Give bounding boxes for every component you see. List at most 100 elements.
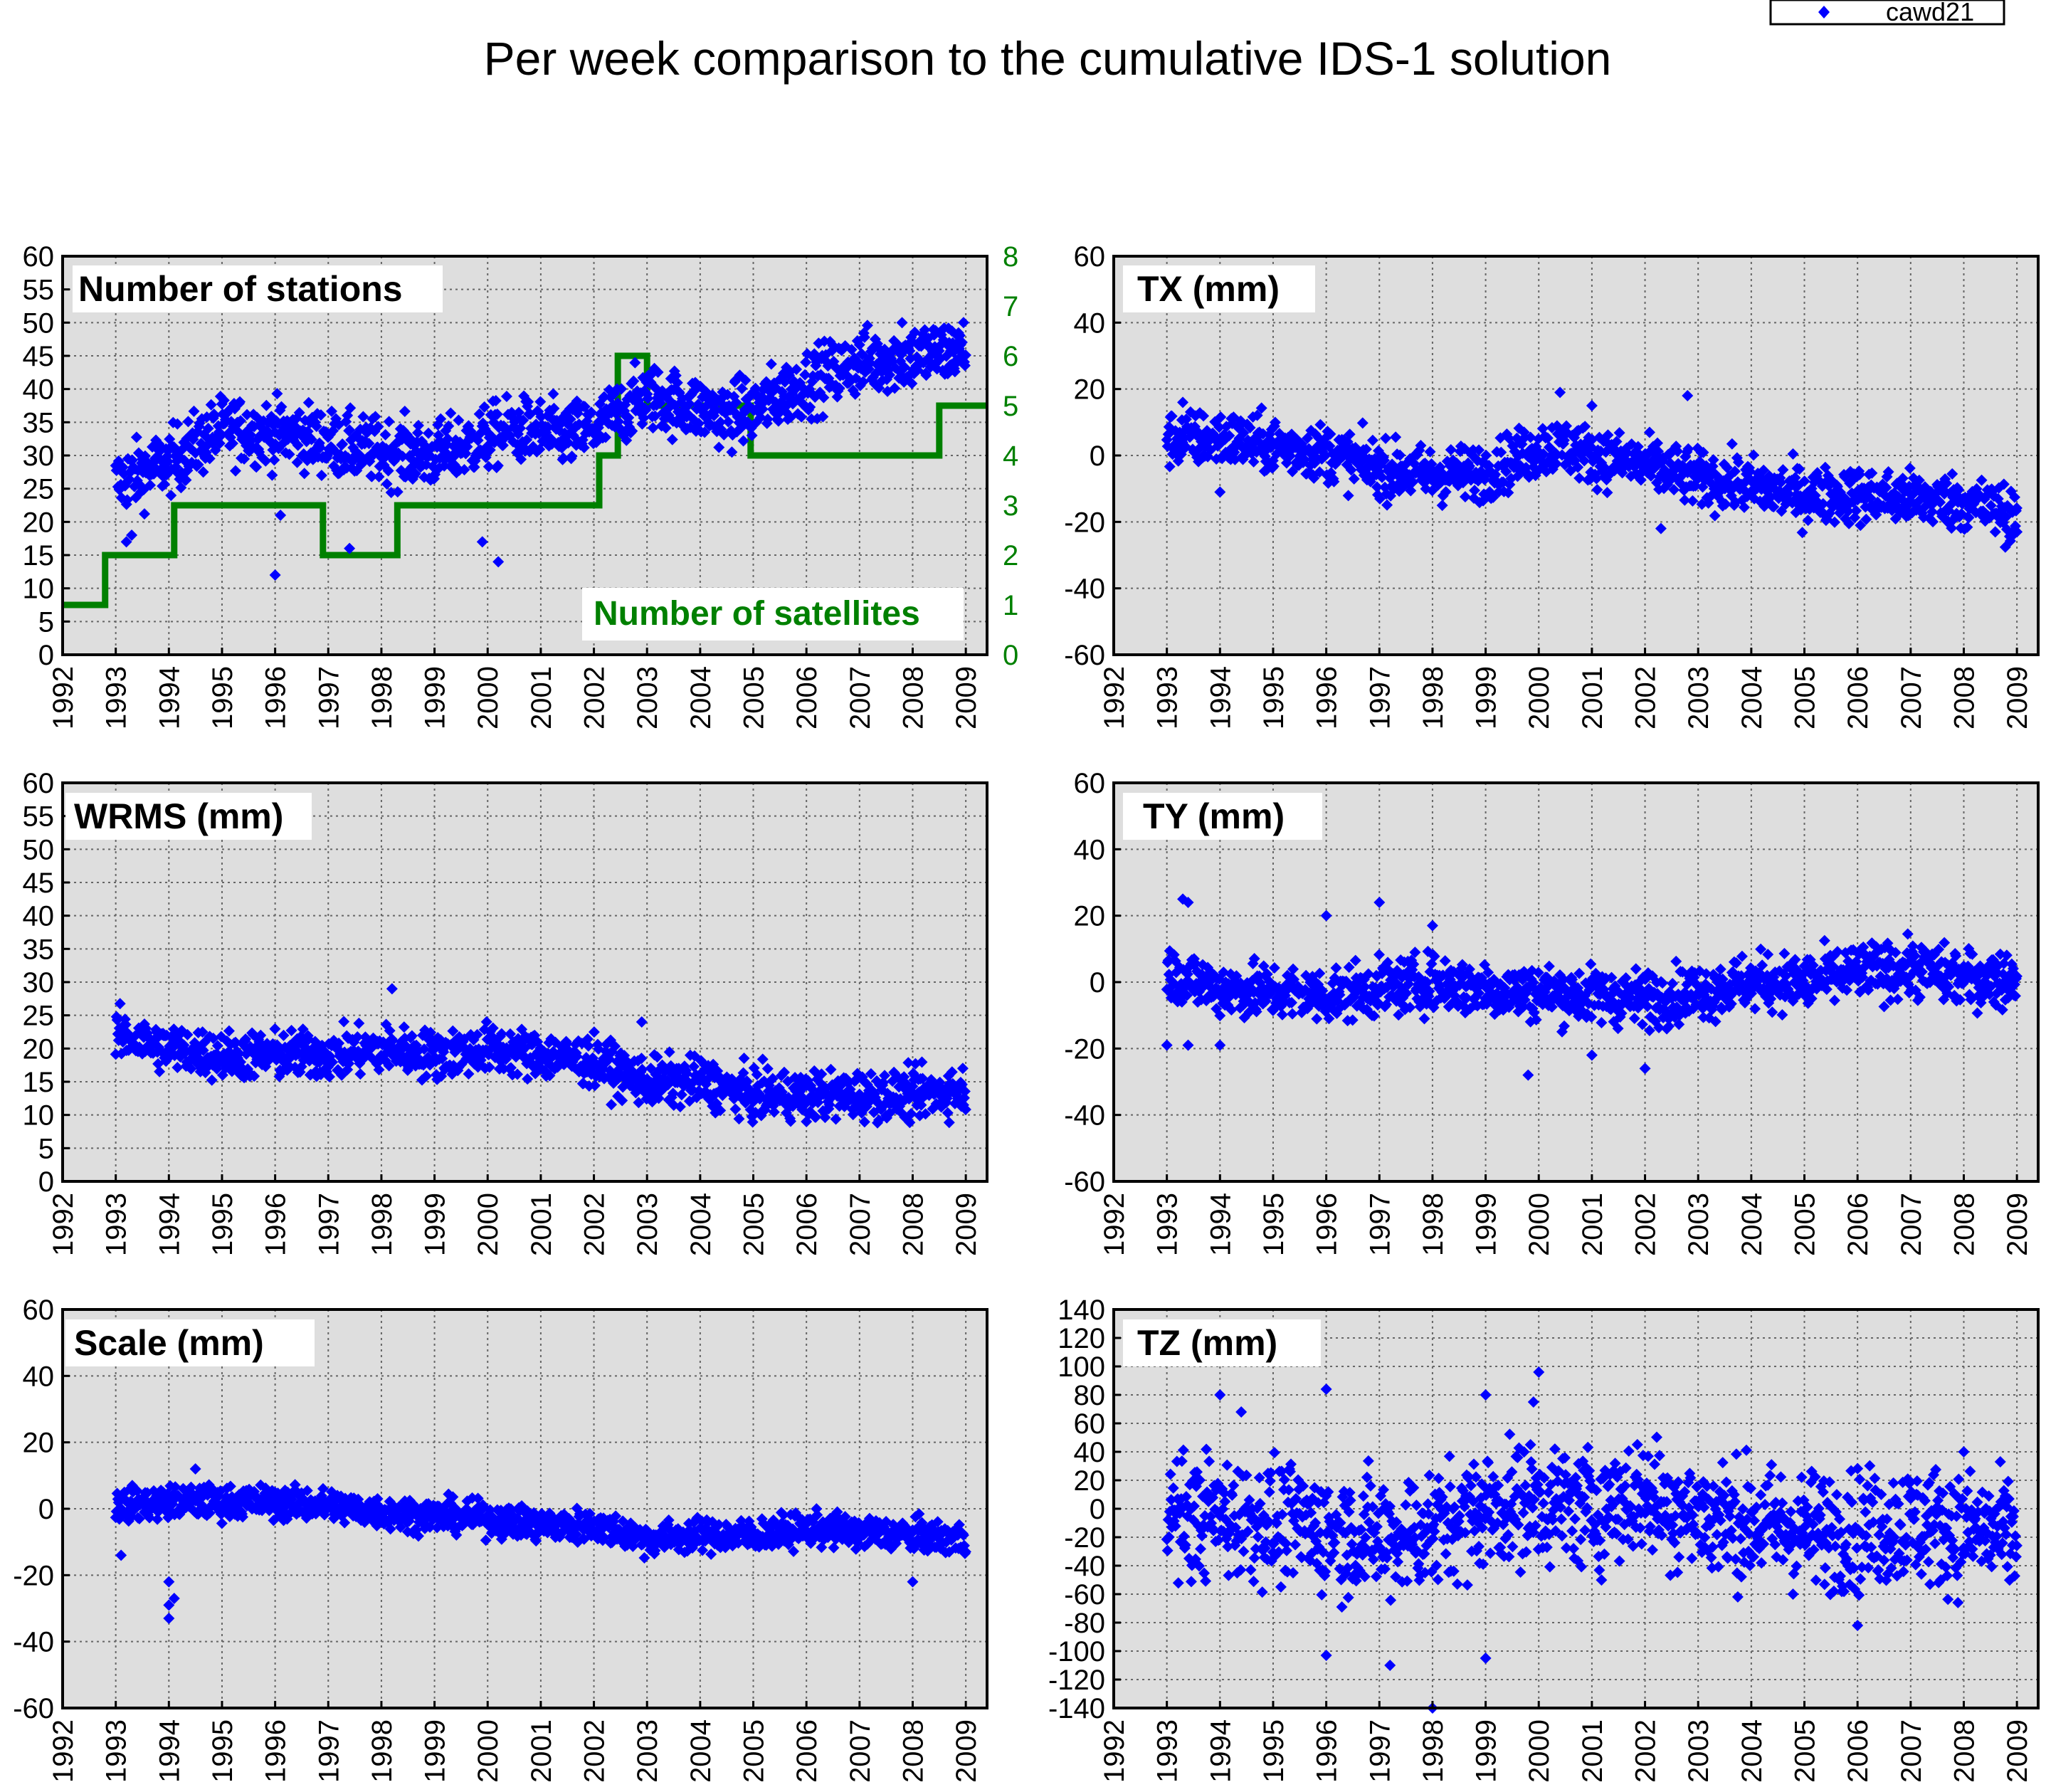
data-point <box>642 392 654 404</box>
data-point <box>372 421 384 433</box>
panel-title: WRMS (mm) <box>74 796 283 836</box>
data-point <box>478 401 490 413</box>
data-point <box>671 376 683 389</box>
y-tick-label: 35 <box>23 407 55 438</box>
x-tick-label: 1996 <box>260 666 292 729</box>
data-point <box>373 470 385 483</box>
y-tick-label: 15 <box>23 1067 55 1098</box>
data-point <box>218 394 230 406</box>
data-point <box>197 466 209 478</box>
y2-tick-label: 3 <box>1003 490 1018 522</box>
x-tick-label: 1995 <box>207 666 238 729</box>
data-point <box>337 438 349 450</box>
y2-tick-label: 8 <box>1003 241 1018 273</box>
data-point <box>344 402 357 414</box>
data-point <box>344 424 356 436</box>
x-tick-label: 1998 <box>1418 666 1449 729</box>
y-tick-label: 55 <box>23 801 55 833</box>
data-point <box>305 433 317 446</box>
data-point <box>628 375 640 387</box>
x-tick-label: 2004 <box>685 1193 717 1256</box>
x-tick-label: 2001 <box>526 666 557 729</box>
data-point <box>302 396 315 409</box>
data-point <box>144 479 157 491</box>
y-tick-label: 15 <box>23 540 55 571</box>
data-point <box>182 416 194 428</box>
y-tick-label: 45 <box>23 341 55 372</box>
x-tick-label: 2003 <box>632 1193 663 1256</box>
x-tick-label: 1992 <box>48 666 79 729</box>
x-tick-label: 2004 <box>685 666 717 729</box>
data-point <box>517 414 529 426</box>
x-tick-label: 2008 <box>897 1193 929 1256</box>
data-point <box>292 439 304 451</box>
y-tick-label: 60 <box>1074 241 1106 273</box>
data-point <box>557 452 569 464</box>
data-point <box>238 453 251 465</box>
data-point <box>235 415 247 427</box>
y-tick-label: 10 <box>23 1100 55 1132</box>
x-tick-label: 1992 <box>48 1193 79 1256</box>
data-point <box>542 421 554 433</box>
data-point <box>123 473 135 485</box>
y-tick-label: 40 <box>1074 307 1106 339</box>
data-point <box>399 406 411 418</box>
y2-tick-label: 2 <box>1003 540 1018 571</box>
x-tick-label: 1993 <box>1152 666 1183 729</box>
x-tick-label: 2000 <box>473 666 504 729</box>
x-tick-label: 2005 <box>1790 666 1821 729</box>
data-point <box>484 444 496 456</box>
y-tick-label: 50 <box>23 834 55 865</box>
data-point <box>626 425 638 437</box>
data-point <box>491 408 503 420</box>
data-point <box>383 416 395 428</box>
x-tick-label: 2002 <box>579 666 611 729</box>
data-point <box>204 453 216 465</box>
data-point <box>234 396 246 408</box>
data-point <box>241 409 253 421</box>
y-tick-label: 30 <box>23 967 55 998</box>
data-point <box>298 468 310 480</box>
data-point <box>443 420 455 432</box>
data-point <box>379 428 391 441</box>
x-tick-label: 2009 <box>2002 666 2033 729</box>
data-point <box>396 450 408 463</box>
data-point <box>363 438 375 450</box>
x-tick-label: 2001 <box>526 1193 557 1256</box>
x-tick-label: 1999 <box>1471 666 1502 729</box>
y-tick-label: 10 <box>23 574 55 605</box>
data-point <box>578 441 590 453</box>
data-point <box>130 431 142 443</box>
y2-tick-label: 6 <box>1003 341 1018 372</box>
data-point <box>315 470 327 482</box>
data-point <box>283 448 295 460</box>
x-tick-label: 1997 <box>313 1193 344 1256</box>
legend: cawd21 <box>1769 0 2005 26</box>
data-point <box>271 388 283 400</box>
y2-tick-label: 4 <box>1003 441 1018 472</box>
figure-title: Per week comparison to the cumulative ID… <box>484 32 1612 85</box>
x-tick-label: 1996 <box>1312 666 1343 729</box>
x-tick-label: 2007 <box>845 666 876 729</box>
x-tick-label: 2008 <box>1949 666 1980 729</box>
x-tick-label: 2006 <box>1842 666 1874 729</box>
data-point <box>411 427 423 439</box>
x-tick-label: 2001 <box>1577 666 1608 729</box>
y-tick-label: 35 <box>23 934 55 965</box>
x-tick-label: 2000 <box>1524 666 1555 729</box>
data-point <box>260 399 273 411</box>
x-tick-label: 2008 <box>897 666 929 729</box>
data-point <box>638 412 650 424</box>
x-tick-label: 1997 <box>1364 666 1396 729</box>
data-point <box>585 406 597 418</box>
data-point <box>629 357 641 369</box>
x-tick-label: 1995 <box>207 1193 238 1256</box>
data-point <box>188 405 200 417</box>
data-point <box>513 406 525 418</box>
legend-marker <box>1818 6 1830 19</box>
y-tick-label: 5 <box>38 1133 54 1164</box>
